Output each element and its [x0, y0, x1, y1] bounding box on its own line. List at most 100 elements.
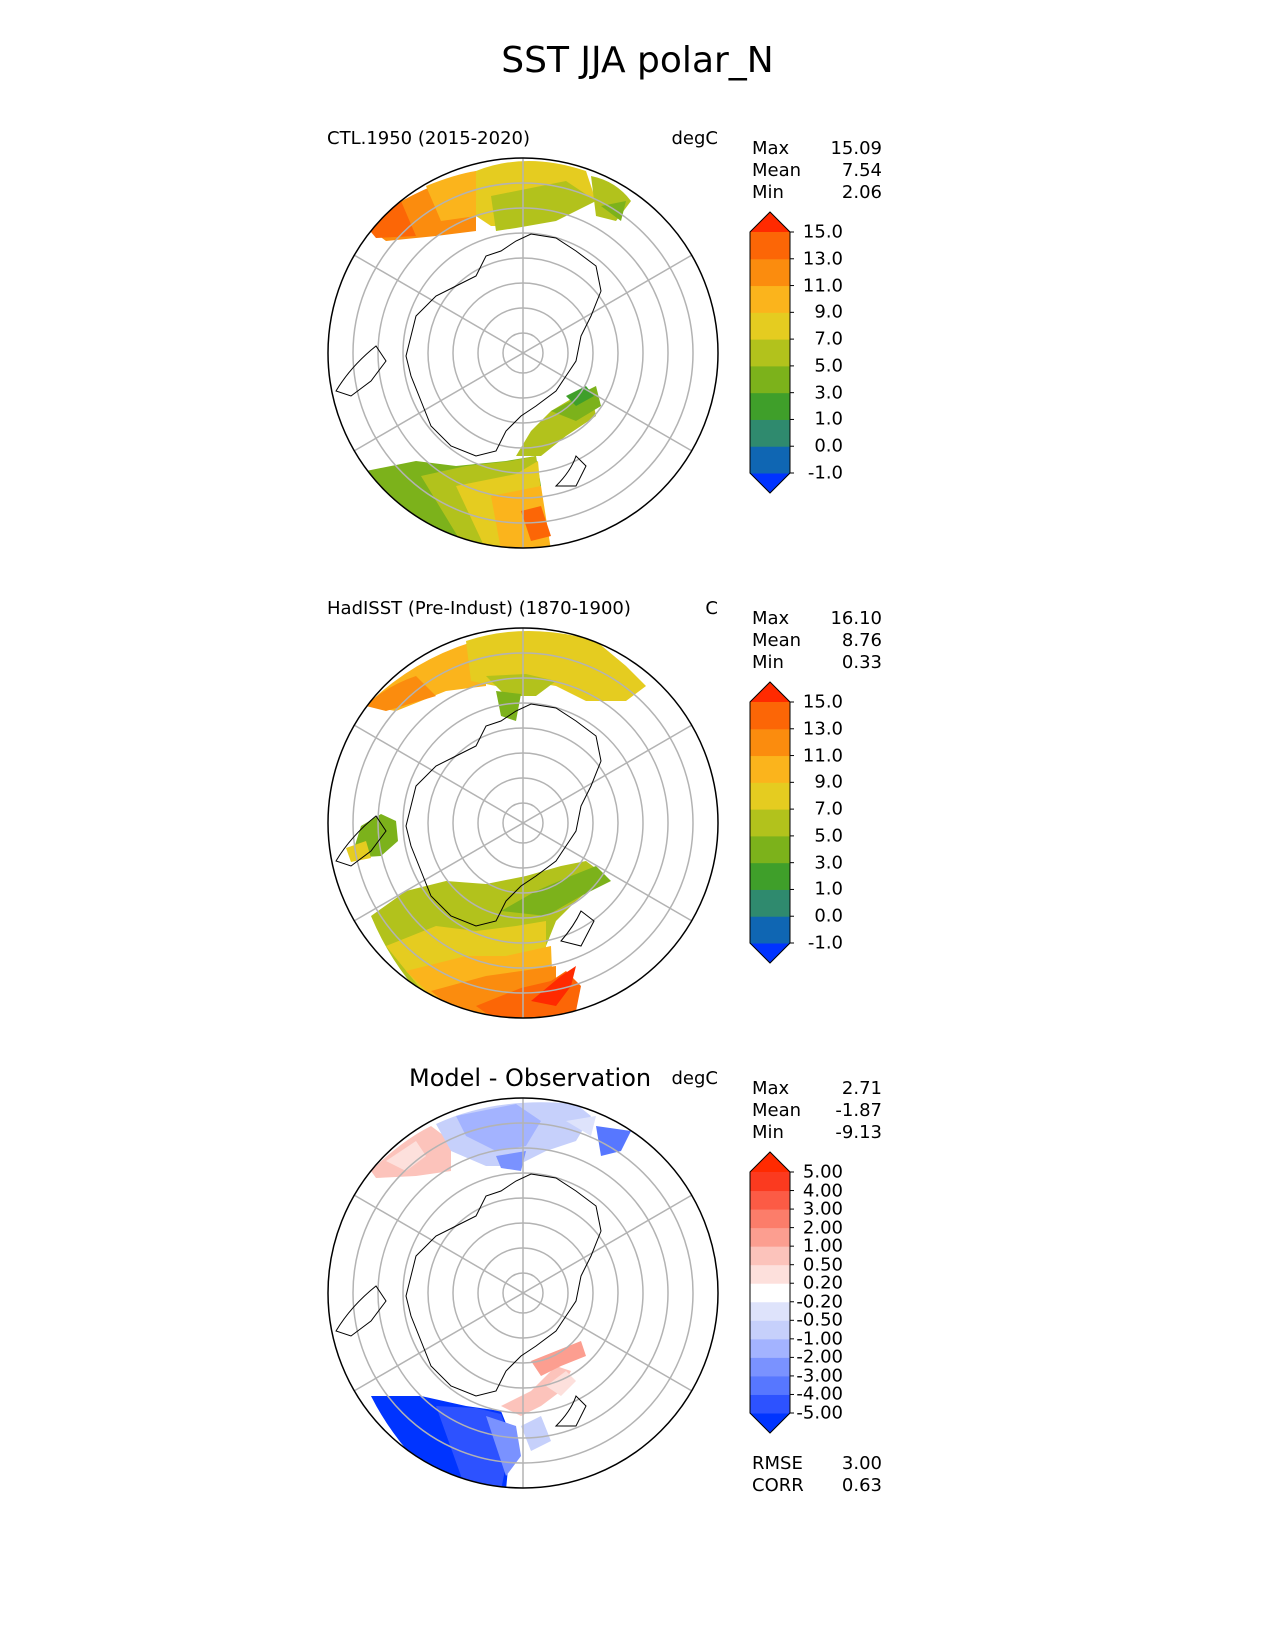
colorbar-bin [750, 1283, 790, 1303]
colorbar-tick-label: 9.0 [814, 301, 843, 323]
bias-positive-region [501, 1366, 571, 1416]
colorbar-tick-label: -3.00 [796, 1365, 843, 1387]
colorbar-bin [750, 1301, 790, 1321]
bias-negative-region [486, 1416, 521, 1476]
colorbar-tick-label: 1.00 [802, 1235, 843, 1257]
panel-1-map [327, 157, 719, 549]
pacific-sst-region [426, 171, 476, 221]
colorbar-tick-label: 0.50 [802, 1254, 843, 1276]
bias-positive-region [531, 1341, 586, 1376]
colorbar-tick-label: 5.00 [802, 1161, 843, 1183]
bias-negative-region [566, 1116, 596, 1136]
panel-3-stats: Max 2.71 Mean -1.87 Min -9.13 [752, 1078, 882, 1144]
colorbar-tick-label: 7.0 [814, 328, 843, 350]
colorbar-bin [750, 1264, 790, 1284]
okhotsk-sst-region [591, 176, 631, 221]
colorbar-bin [750, 232, 790, 260]
bering-sst-region [496, 691, 521, 721]
panel-3-units: degC [671, 1068, 719, 1089]
colorbar-bin [750, 1190, 790, 1210]
colorbar-min-extension [750, 943, 790, 963]
panel-3-label: Model - Observation [409, 1064, 652, 1092]
colorbar-tick-label: -4.00 [796, 1383, 843, 1405]
panel-2-colorbar-ticks: -1.0 0.0 1.0 3.0 5.0 7.0 9.0 11.0 13.0 1… [798, 680, 843, 965]
colorbar-tick-label: 11.0 [802, 275, 843, 297]
colorbar-bin [750, 889, 790, 917]
figure-title: SST JJA polar_N [501, 40, 774, 81]
colorbar-tick-label: 1.0 [814, 408, 843, 430]
panel-3-map [327, 1097, 719, 1489]
colorbar-tick-label: 0.0 [814, 905, 843, 927]
colorbar-tick-label: -5.00 [796, 1402, 843, 1424]
colorbar-tick-label: 0.0 [814, 435, 843, 457]
panel-1-stats: Max 15.09 Mean 7.54 Min 2.06 [752, 138, 882, 204]
colorbar-tick-label: 15.0 [802, 691, 843, 713]
stat-max-label: Max [752, 608, 790, 629]
panel-2-stats: Max 16.10 Mean 8.76 Min 0.33 [752, 608, 882, 674]
bias-negative-region [596, 1126, 631, 1156]
colorbar-bin [750, 339, 790, 367]
stat-min-label: Min [752, 652, 784, 673]
stat-mean-value: 8.76 [841, 630, 882, 651]
stat-mean-value: -1.87 [835, 1100, 882, 1121]
colorbar-bin [750, 702, 790, 730]
colorbar-tick-label: 3.0 [814, 382, 843, 404]
colorbar-tick-label: -0.50 [796, 1309, 843, 1331]
panel-1-colorbar-ticks: -1.0 0.0 1.0 3.0 5.0 7.0 9.0 11.0 13.0 1… [798, 210, 843, 495]
colorbar-bin [750, 755, 790, 783]
panel-3-colorbar-ticks: -5.00 -4.00 -3.00 -2.00 -1.00 -0.50 -0.2… [796, 1150, 843, 1435]
colorbar-tick-label: 5.0 [814, 825, 843, 847]
colorbar-bin [750, 1227, 790, 1247]
stat-max-value: 16.10 [830, 608, 882, 629]
stat-min-label: Min [752, 182, 784, 203]
colorbar-tick-label: -2.00 [796, 1346, 843, 1368]
colorbar-tick-label: 9.0 [814, 771, 843, 793]
colorbar-bin [750, 728, 790, 757]
bering-sst-region [491, 181, 596, 231]
colorbar-tick-label: -0.20 [796, 1291, 843, 1313]
stat-max-value: 2.71 [841, 1078, 882, 1099]
colorbar-bin [750, 835, 790, 864]
colorbar-tick-label: 13.0 [802, 248, 843, 270]
colorbar-tick-label: -1.00 [796, 1328, 843, 1350]
panel-2-colorbar [749, 681, 794, 964]
colorbar-bin [750, 446, 790, 474]
stat-mean-label: Mean [752, 1100, 802, 1121]
colorbar-bin [750, 809, 790, 837]
bias-positive-region [546, 1371, 576, 1396]
colorbar-bin [750, 285, 790, 313]
colorbar-tick-label: 0.20 [802, 1272, 843, 1294]
colorbar-bin [750, 365, 790, 394]
colorbar-tick-label: 4.00 [802, 1180, 843, 1202]
panel-1-units: degC [671, 128, 719, 149]
colorbar-bin [750, 1172, 790, 1192]
hudson-sst-region [346, 841, 371, 862]
colorbar-bin [750, 1357, 790, 1377]
panel-2-label: HadISST (Pre-Indust) (1870-1900) [327, 598, 631, 619]
baltic-sst-region [531, 966, 576, 1006]
colorbar-tick-label: 1.0 [814, 878, 843, 900]
bias-negative-region [456, 1104, 541, 1151]
panel-3-metrics: RMSE 3.00 CORR 0.63 [752, 1453, 882, 1497]
colorbar-max-extension [750, 1152, 790, 1172]
bias-positive-region [386, 1141, 426, 1171]
pacific-sst-region [366, 676, 436, 711]
colorbar-bin [750, 916, 790, 944]
panel-1-colorbar [749, 211, 794, 494]
colorbar-bin [750, 1338, 790, 1358]
colorbar-tick-label: 15.0 [802, 221, 843, 243]
stat-mean-label: Mean [752, 630, 802, 651]
colorbar-max-extension [750, 682, 790, 702]
colorbar-bin [750, 782, 790, 810]
stat-min-label: Min [752, 1122, 784, 1143]
colorbar-bin [750, 862, 790, 890]
colorbar-tick-label: -1.0 [807, 932, 843, 954]
colorbar-tick-label: 3.0 [814, 852, 843, 874]
colorbar-tick-label: 3.00 [802, 1198, 843, 1220]
stat-min-value: 0.33 [841, 652, 882, 673]
colorbar-bin [750, 1394, 790, 1414]
colorbar-tick-label: 13.0 [802, 718, 843, 740]
stat-mean-value: 7.54 [841, 160, 882, 181]
stat-mean-label: Mean [752, 160, 802, 181]
colorbar-tick-label: 11.0 [802, 745, 843, 767]
